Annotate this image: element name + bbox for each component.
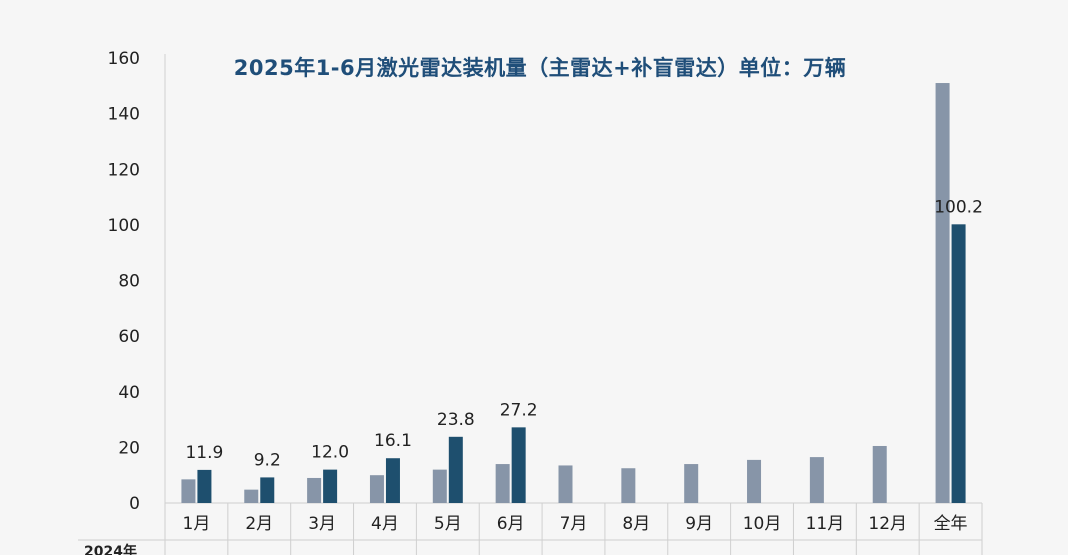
- bar-series-1: [369, 475, 384, 503]
- y-tick-label: 80: [118, 272, 140, 292]
- x-tick-label: 3月: [308, 514, 336, 534]
- bar-series-1: [872, 445, 887, 503]
- chart-title: 2025年1-6月激光雷达装机量（主雷达+补盲雷达）单位：万辆: [233, 56, 847, 80]
- x-tick-label: 2月: [245, 514, 273, 534]
- bar-series-1: [747, 459, 762, 503]
- x-tick-label: 7月: [560, 514, 588, 534]
- bar-series-1: [495, 464, 510, 503]
- x-tick-label: 6月: [497, 514, 525, 534]
- data-label: 23.8: [437, 410, 475, 430]
- y-tick-label: 120: [108, 160, 140, 180]
- bar-series-1: [558, 465, 573, 503]
- bar-series-2: [197, 469, 212, 503]
- x-tick-label: 全年: [934, 514, 968, 534]
- data-label: 27.2: [500, 400, 538, 420]
- bar-series-1: [684, 464, 699, 503]
- y-tick-label: 160: [108, 49, 140, 69]
- bar-series-1: [181, 479, 196, 503]
- x-tick-label: 1月: [183, 514, 211, 534]
- bar-series-2: [448, 436, 463, 503]
- bar-series-1: [432, 469, 447, 503]
- y-tick-label: 60: [118, 327, 140, 347]
- bar-series-1: [244, 489, 259, 503]
- data-label: 11.9: [185, 443, 223, 463]
- bar-series-2: [511, 427, 526, 503]
- bar-series-2: [951, 224, 966, 503]
- x-tick-label: 9月: [685, 514, 713, 534]
- bar-series-1: [621, 468, 636, 503]
- x-tick-label: 5月: [434, 514, 462, 534]
- data-label: 12.0: [311, 443, 349, 463]
- partial-row-label: 2024年: [84, 543, 137, 555]
- bar-series-1: [307, 477, 322, 503]
- data-label: 9.2: [254, 450, 281, 470]
- bar-series-1: [935, 83, 950, 503]
- y-tick-label: 20: [118, 438, 140, 458]
- bar-series-2: [323, 469, 338, 503]
- x-tick-label: 11月: [806, 514, 845, 534]
- x-tick-label: 10月: [743, 514, 782, 534]
- bar-series-2: [385, 458, 400, 503]
- bar-series-1: [809, 457, 824, 503]
- x-tick-label: 8月: [622, 514, 650, 534]
- y-tick-label: 0: [129, 494, 140, 514]
- y-tick-label: 40: [118, 383, 140, 403]
- y-tick-label: 140: [108, 105, 140, 125]
- y-tick-label: 100: [108, 216, 140, 236]
- x-tick-label: 4月: [371, 514, 399, 534]
- bar-series-2: [260, 477, 275, 503]
- data-label: 16.1: [374, 431, 412, 451]
- data-label: 100.2: [934, 197, 983, 217]
- x-tick-label: 12月: [868, 514, 907, 534]
